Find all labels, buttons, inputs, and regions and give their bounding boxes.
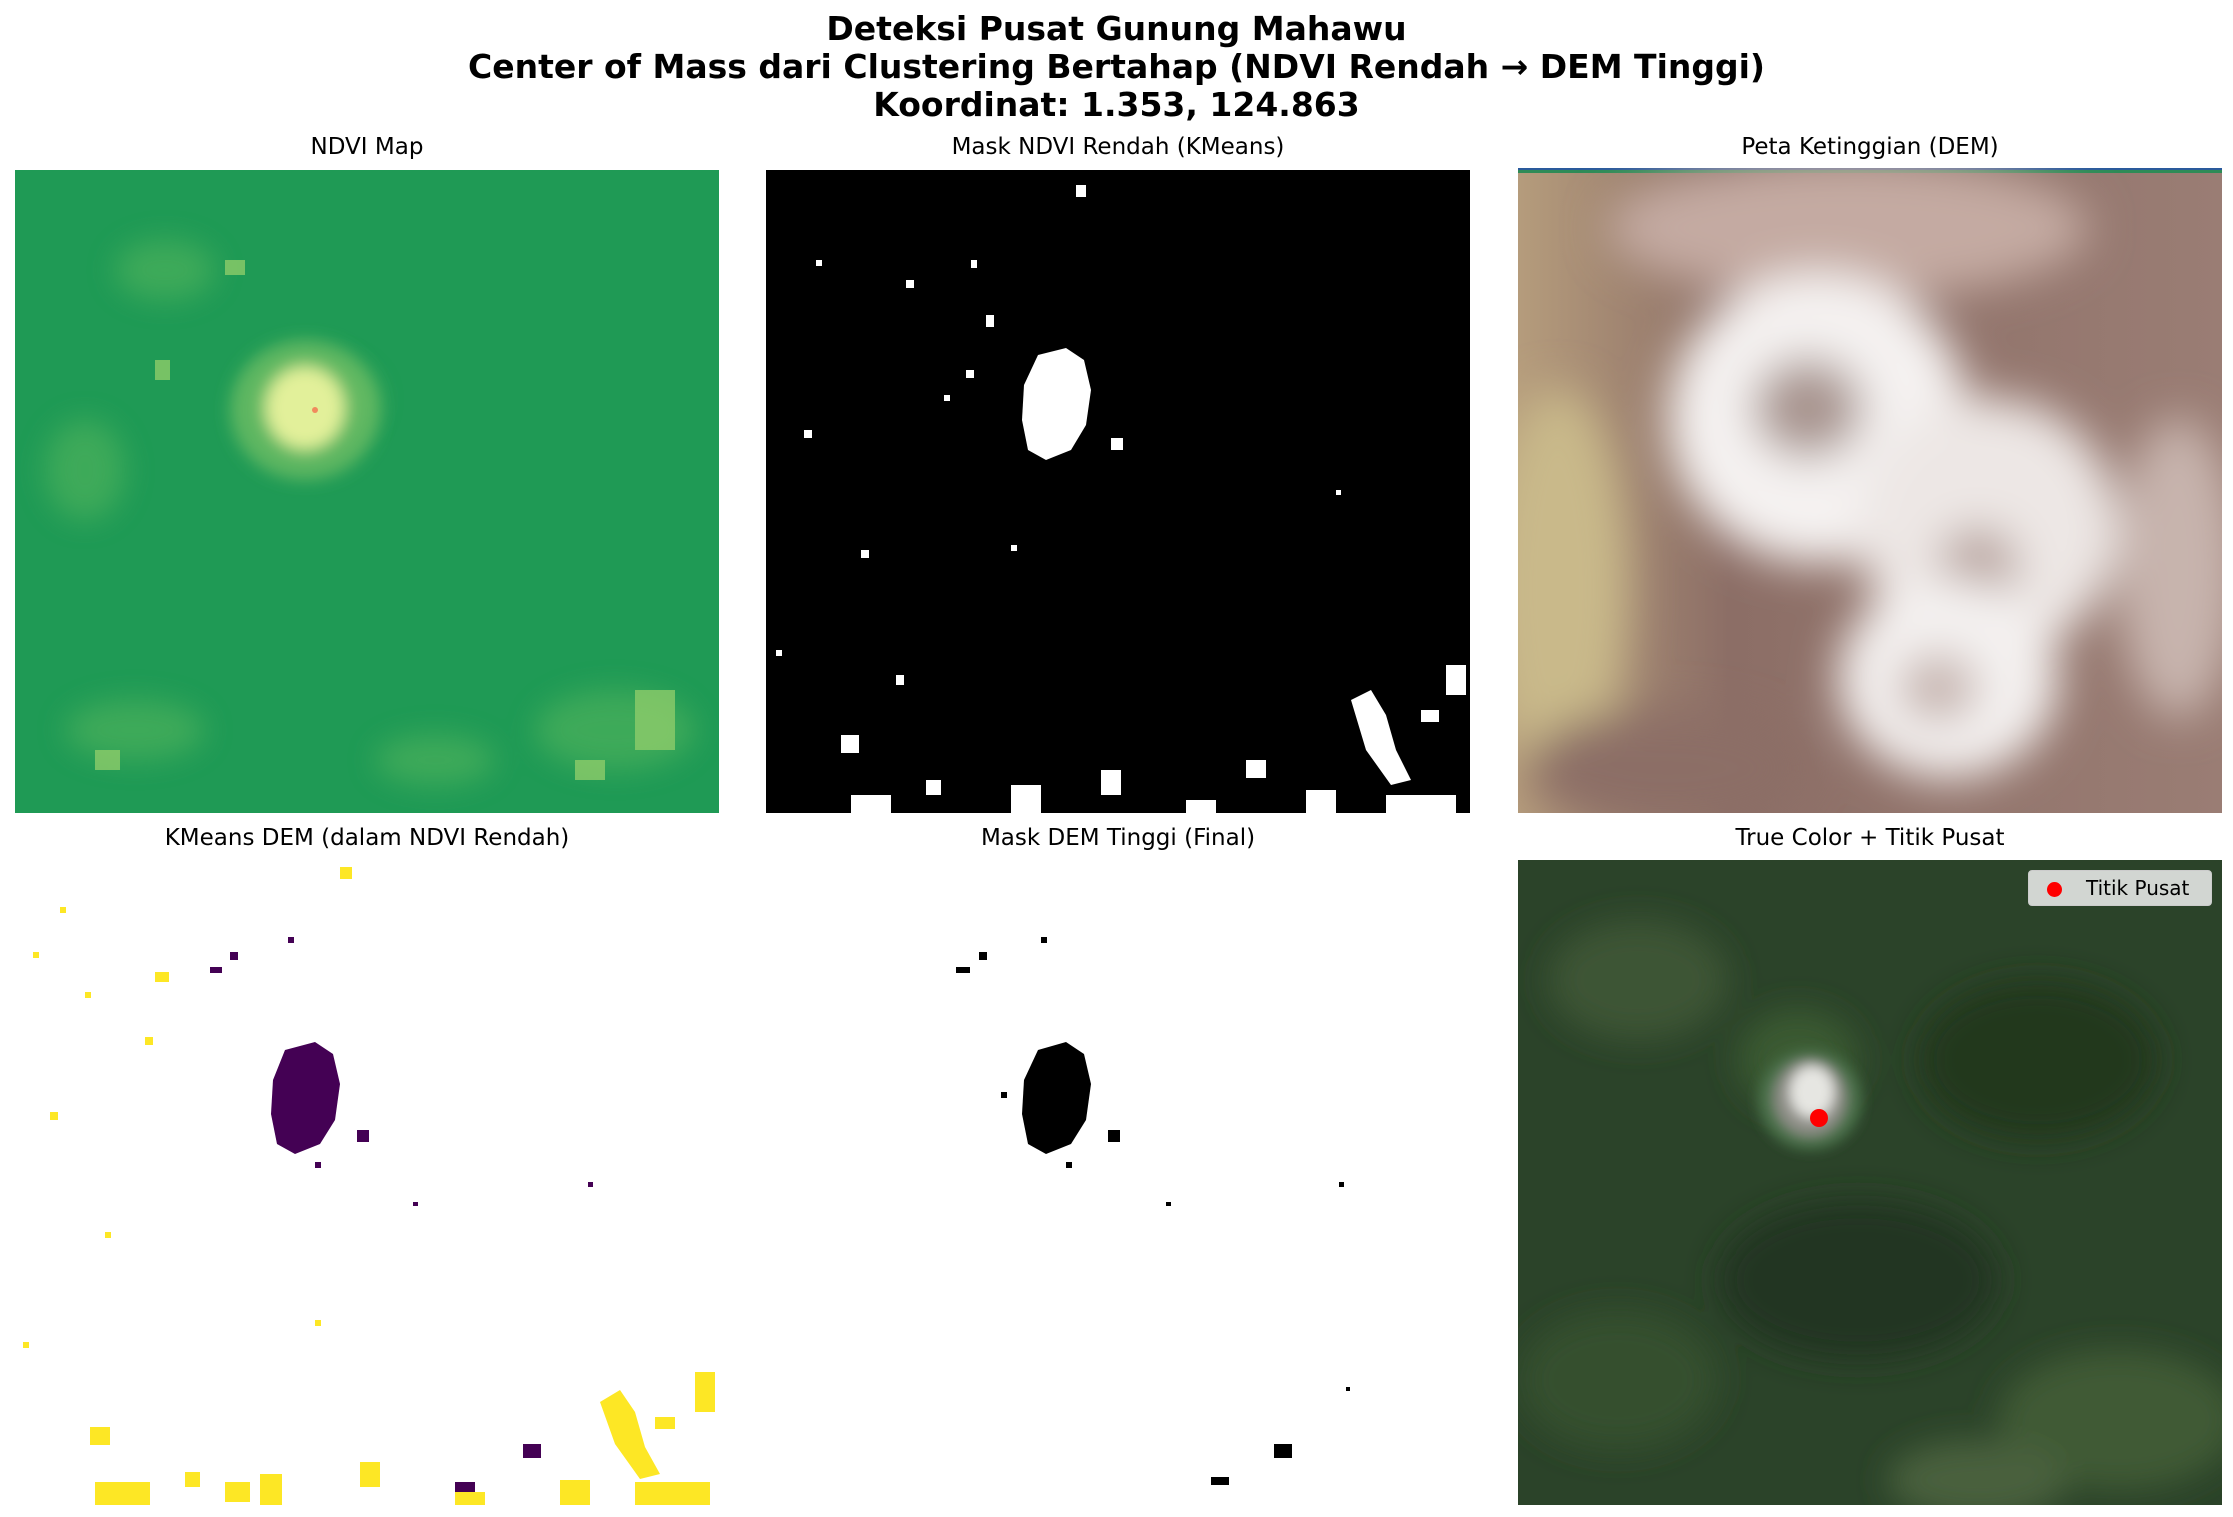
kmeans-dem-panel-title: KMeans DEM (dalam NDVI Rendah) — [164, 825, 570, 851]
true-color-panel-title: True Color + Titik Pusat — [1735, 825, 2005, 851]
mask-dem-image — [766, 862, 1470, 1505]
true-color-image: Titik Pusat — [1518, 860, 2222, 1505]
figure-title-line-2: Center of Mass dari Clustering Bertahap … — [467, 47, 1766, 86]
legend: Titik Pusat — [2028, 870, 2212, 906]
mask-ndvi-panel-title: Mask NDVI Rendah (KMeans) — [951, 134, 1285, 160]
figure-title-line-3: Koordinat: 1.353, 124.863 — [873, 85, 1360, 124]
figure-title-line-1: Deteksi Pusat Gunung Mahawu — [826, 9, 1407, 48]
kmeans-dem-image — [15, 862, 719, 1505]
mask-dem-panel-title: Mask DEM Tinggi (Final) — [980, 825, 1256, 851]
center-point-marker — [1810, 1109, 1828, 1127]
dem-panel-title: Peta Ketinggian (DEM) — [1741, 134, 1999, 160]
mask-ndvi-image — [766, 170, 1470, 813]
ndvi-panel-title: NDVI Map — [310, 134, 424, 160]
legend-label: Titik Pusat — [2086, 876, 2190, 900]
legend-marker-icon — [2047, 882, 2062, 897]
dem-map-image — [1518, 168, 2222, 813]
ndvi-map-image — [15, 170, 719, 813]
